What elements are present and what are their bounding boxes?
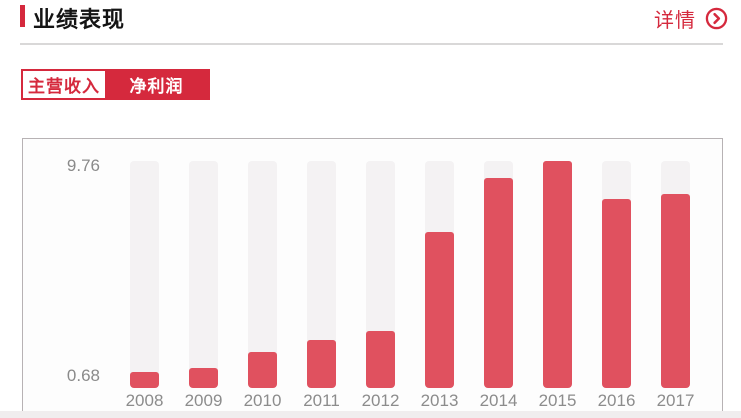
bar-track-2011 — [307, 161, 336, 388]
bar-2008 — [130, 372, 159, 388]
bar-series — [23, 161, 722, 388]
tab-net-profit[interactable]: 净利润 — [105, 71, 208, 98]
section-accent-bar — [20, 5, 25, 27]
y-axis-max-label: 9.76 — [66, 156, 100, 175]
details-link-label: 详情 — [654, 10, 696, 32]
circle-arrow-right-icon — [705, 7, 728, 30]
x-axis-label-2009: 2009 — [184, 391, 223, 410]
performance-chart: 9.76 0.68 2008 2009 2010 2011 2012 2013 2014 20… — [22, 138, 723, 418]
bar-2013 — [425, 231, 454, 388]
x-axis-label-2014: 2014 — [479, 391, 518, 410]
x-axis-label-2012: 2012 — [361, 391, 400, 410]
bar-2014 — [484, 177, 513, 388]
series-tab-group: 主营收入 净利润 — [21, 69, 210, 100]
x-axis-label-2015: 2015 — [538, 391, 577, 410]
page-title: 业绩表现 — [33, 7, 126, 32]
y-axis-min-label: 0.68 — [66, 366, 100, 385]
x-axis-label-2013: 2013 — [420, 391, 459, 410]
bar-track-2017 — [661, 161, 690, 388]
bar-2017 — [661, 193, 690, 388]
x-axis-label-2010: 2010 — [243, 391, 282, 410]
bar-2016 — [602, 198, 631, 388]
bar-track-2016 — [602, 161, 631, 388]
bar-track-2015 — [543, 161, 572, 388]
bar-2015 — [543, 161, 572, 388]
bottom-edge-strip — [0, 411, 741, 418]
x-axis-label-2017: 2017 — [656, 391, 695, 410]
x-axis-label-2011: 2011 — [303, 391, 340, 410]
bar-track-2013 — [425, 161, 454, 388]
bar-track-2012 — [366, 161, 395, 388]
bar-track-2010 — [248, 161, 277, 388]
header-divider — [20, 43, 723, 45]
bar-2011 — [307, 339, 336, 388]
x-axis-labels: 2008 2009 2010 2011 2012 2013 2014 2015 2016 2017 — [23, 391, 722, 411]
x-axis-label-2008: 2008 — [125, 391, 164, 410]
x-axis-label-2016: 2016 — [597, 391, 636, 410]
bar-2012 — [366, 330, 395, 388]
bar-track-2009 — [189, 161, 218, 388]
details-link[interactable]: 详情 — [654, 4, 728, 33]
bar-2010 — [248, 352, 277, 388]
tab-main-revenue[interactable]: 主营收入 — [23, 71, 105, 98]
bar-2009 — [189, 368, 218, 388]
bar-track-2014 — [484, 161, 513, 388]
bar-track-2008 — [130, 161, 159, 388]
